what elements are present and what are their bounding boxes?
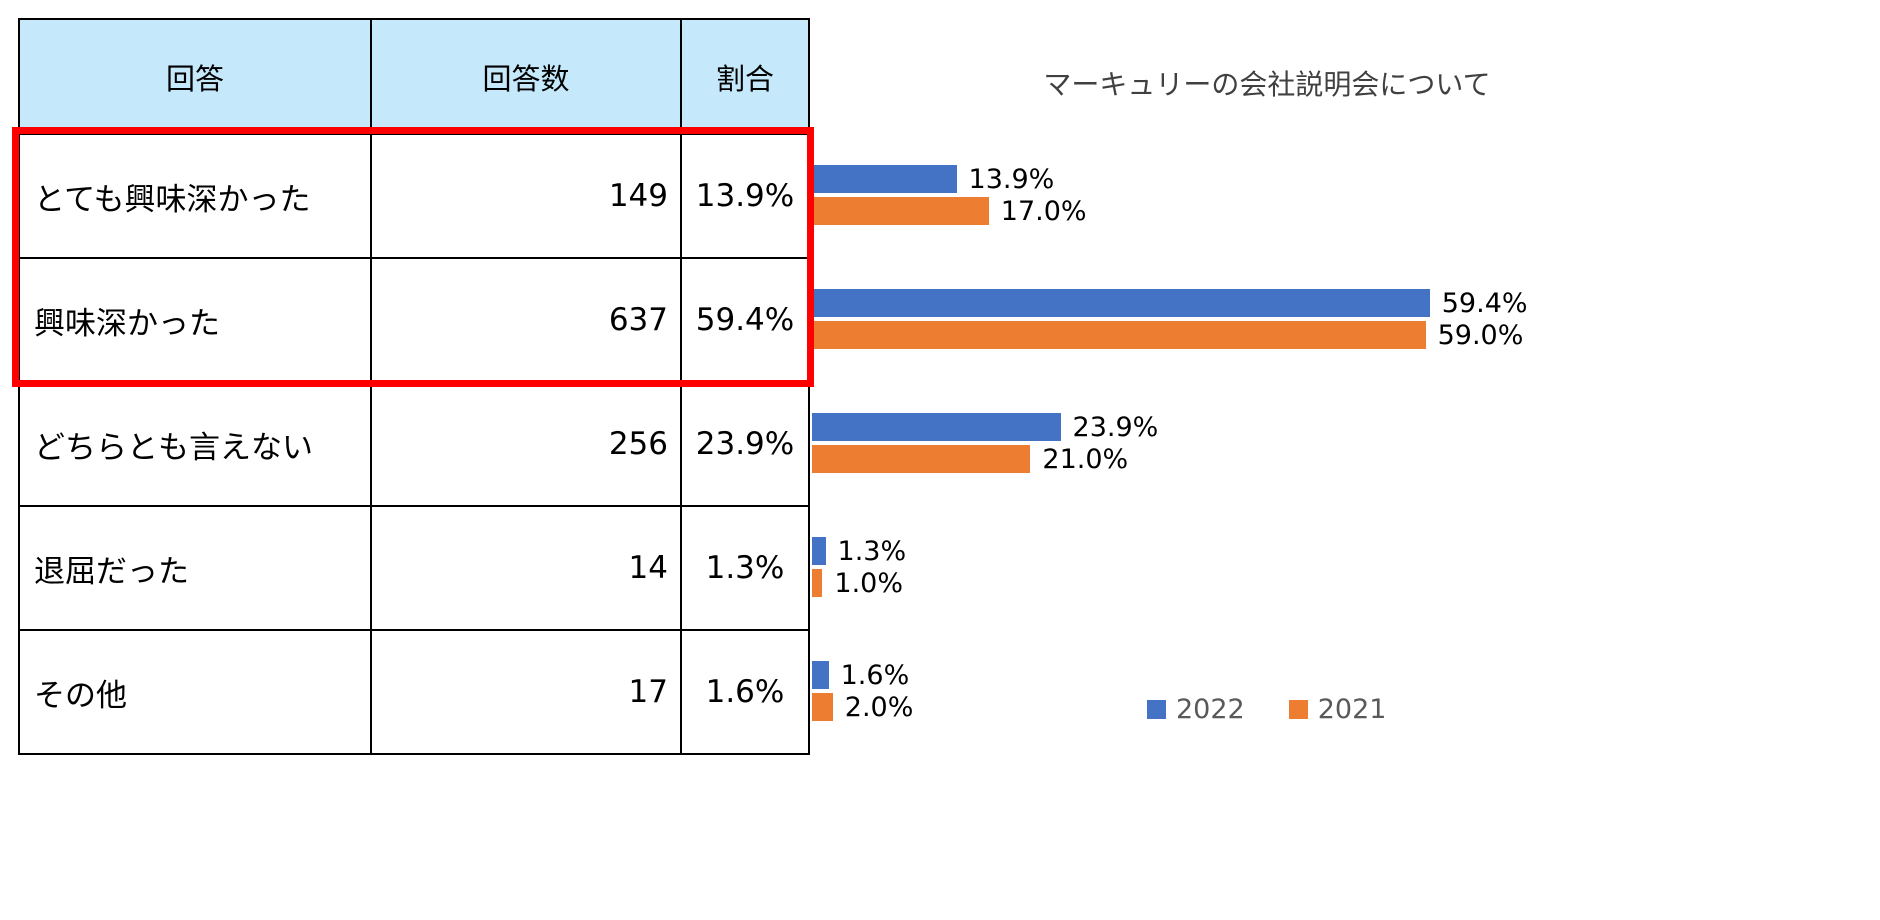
header-count: 回答数 <box>370 18 682 135</box>
table-row: その他 17 1.6% <box>18 629 810 755</box>
answer-pct: 1.6% <box>680 629 810 755</box>
answer-label: どちらとも言えない <box>18 381 372 507</box>
legend-label: 2022 <box>1176 694 1245 725</box>
bar-value-label: 21.0% <box>1042 443 1129 475</box>
table-row: どちらとも言えない 256 23.9% <box>18 381 810 507</box>
legend-item-2022: 2022 <box>1147 694 1245 725</box>
bar-value-label: 2.0% <box>844 691 914 723</box>
answer-pct: 59.4% <box>680 257 810 383</box>
answer-pct: 23.9% <box>680 381 810 507</box>
bar-value-label: 23.9% <box>1072 411 1159 443</box>
bar-2022 <box>812 661 829 689</box>
bar-2021 <box>812 197 989 225</box>
survey-table: 回答 回答数 割合 とても興味深かった 149 13.9% 興味深かった 637… <box>18 18 810 755</box>
table-header-row: 回答 回答数 割合 <box>18 18 810 135</box>
chart-legend: 2022 2021 <box>1147 694 1386 725</box>
bar-group: 59.4% 59.0% <box>812 287 1872 353</box>
table-row: 退屈だった 14 1.3% <box>18 505 810 631</box>
bar-group: 23.9% 21.0% <box>812 411 1872 477</box>
bar-2022 <box>812 289 1430 317</box>
bar-group: 1.3% 1.0% <box>812 535 1872 601</box>
answer-pct: 13.9% <box>680 133 810 259</box>
bar-chart: マーキュリーの会社説明会について 13.9% 17.0% 59.4% 59.0% <box>812 18 1872 778</box>
answer-label: 退屈だった <box>18 505 372 631</box>
bar-value-label: 1.0% <box>834 567 903 599</box>
bar-value-label: 59.4% <box>1441 287 1528 319</box>
table-row: とても興味深かった 149 13.9% <box>18 133 810 259</box>
answer-label: その他 <box>18 629 372 755</box>
bar-value-label: 17.0% <box>1000 195 1087 227</box>
bar-2022 <box>812 537 826 565</box>
bar-2021 <box>812 321 1426 349</box>
bar-value-label: 1.3% <box>837 535 907 567</box>
legend-label: 2021 <box>1317 694 1387 725</box>
answer-count: 14 <box>370 505 682 631</box>
answer-label: 興味深かった <box>18 257 372 383</box>
bar-2022 <box>812 413 1061 441</box>
header-pct: 割合 <box>680 18 810 135</box>
answer-count: 256 <box>370 381 682 507</box>
chart-title: マーキュリーの会社説明会について <box>1043 68 1491 101</box>
header-answer: 回答 <box>18 18 372 135</box>
table-row: 興味深かった 637 59.4% <box>18 257 810 383</box>
legend-swatch-2022-icon <box>1147 700 1166 719</box>
answer-count: 637 <box>370 257 682 383</box>
legend-swatch-2021-icon <box>1288 700 1308 719</box>
answer-label: とても興味深かった <box>18 133 372 259</box>
bar-value-label: 13.9% <box>968 163 1055 195</box>
answer-pct: 1.3% <box>680 505 810 631</box>
answer-count: 149 <box>370 133 682 259</box>
bar-value-label: 59.0% <box>1437 319 1524 351</box>
legend-item-2021: 2021 <box>1288 694 1387 725</box>
bar-group: 1.6% 2.0% <box>812 659 1872 725</box>
bar-2022 <box>812 165 957 193</box>
bar-2021 <box>812 445 1031 473</box>
answer-count: 17 <box>370 629 682 755</box>
bar-2021 <box>812 693 833 721</box>
bar-group: 13.9% 17.0% <box>812 163 1872 229</box>
bar-2021 <box>812 569 823 597</box>
bar-value-label: 1.6% <box>840 659 910 691</box>
